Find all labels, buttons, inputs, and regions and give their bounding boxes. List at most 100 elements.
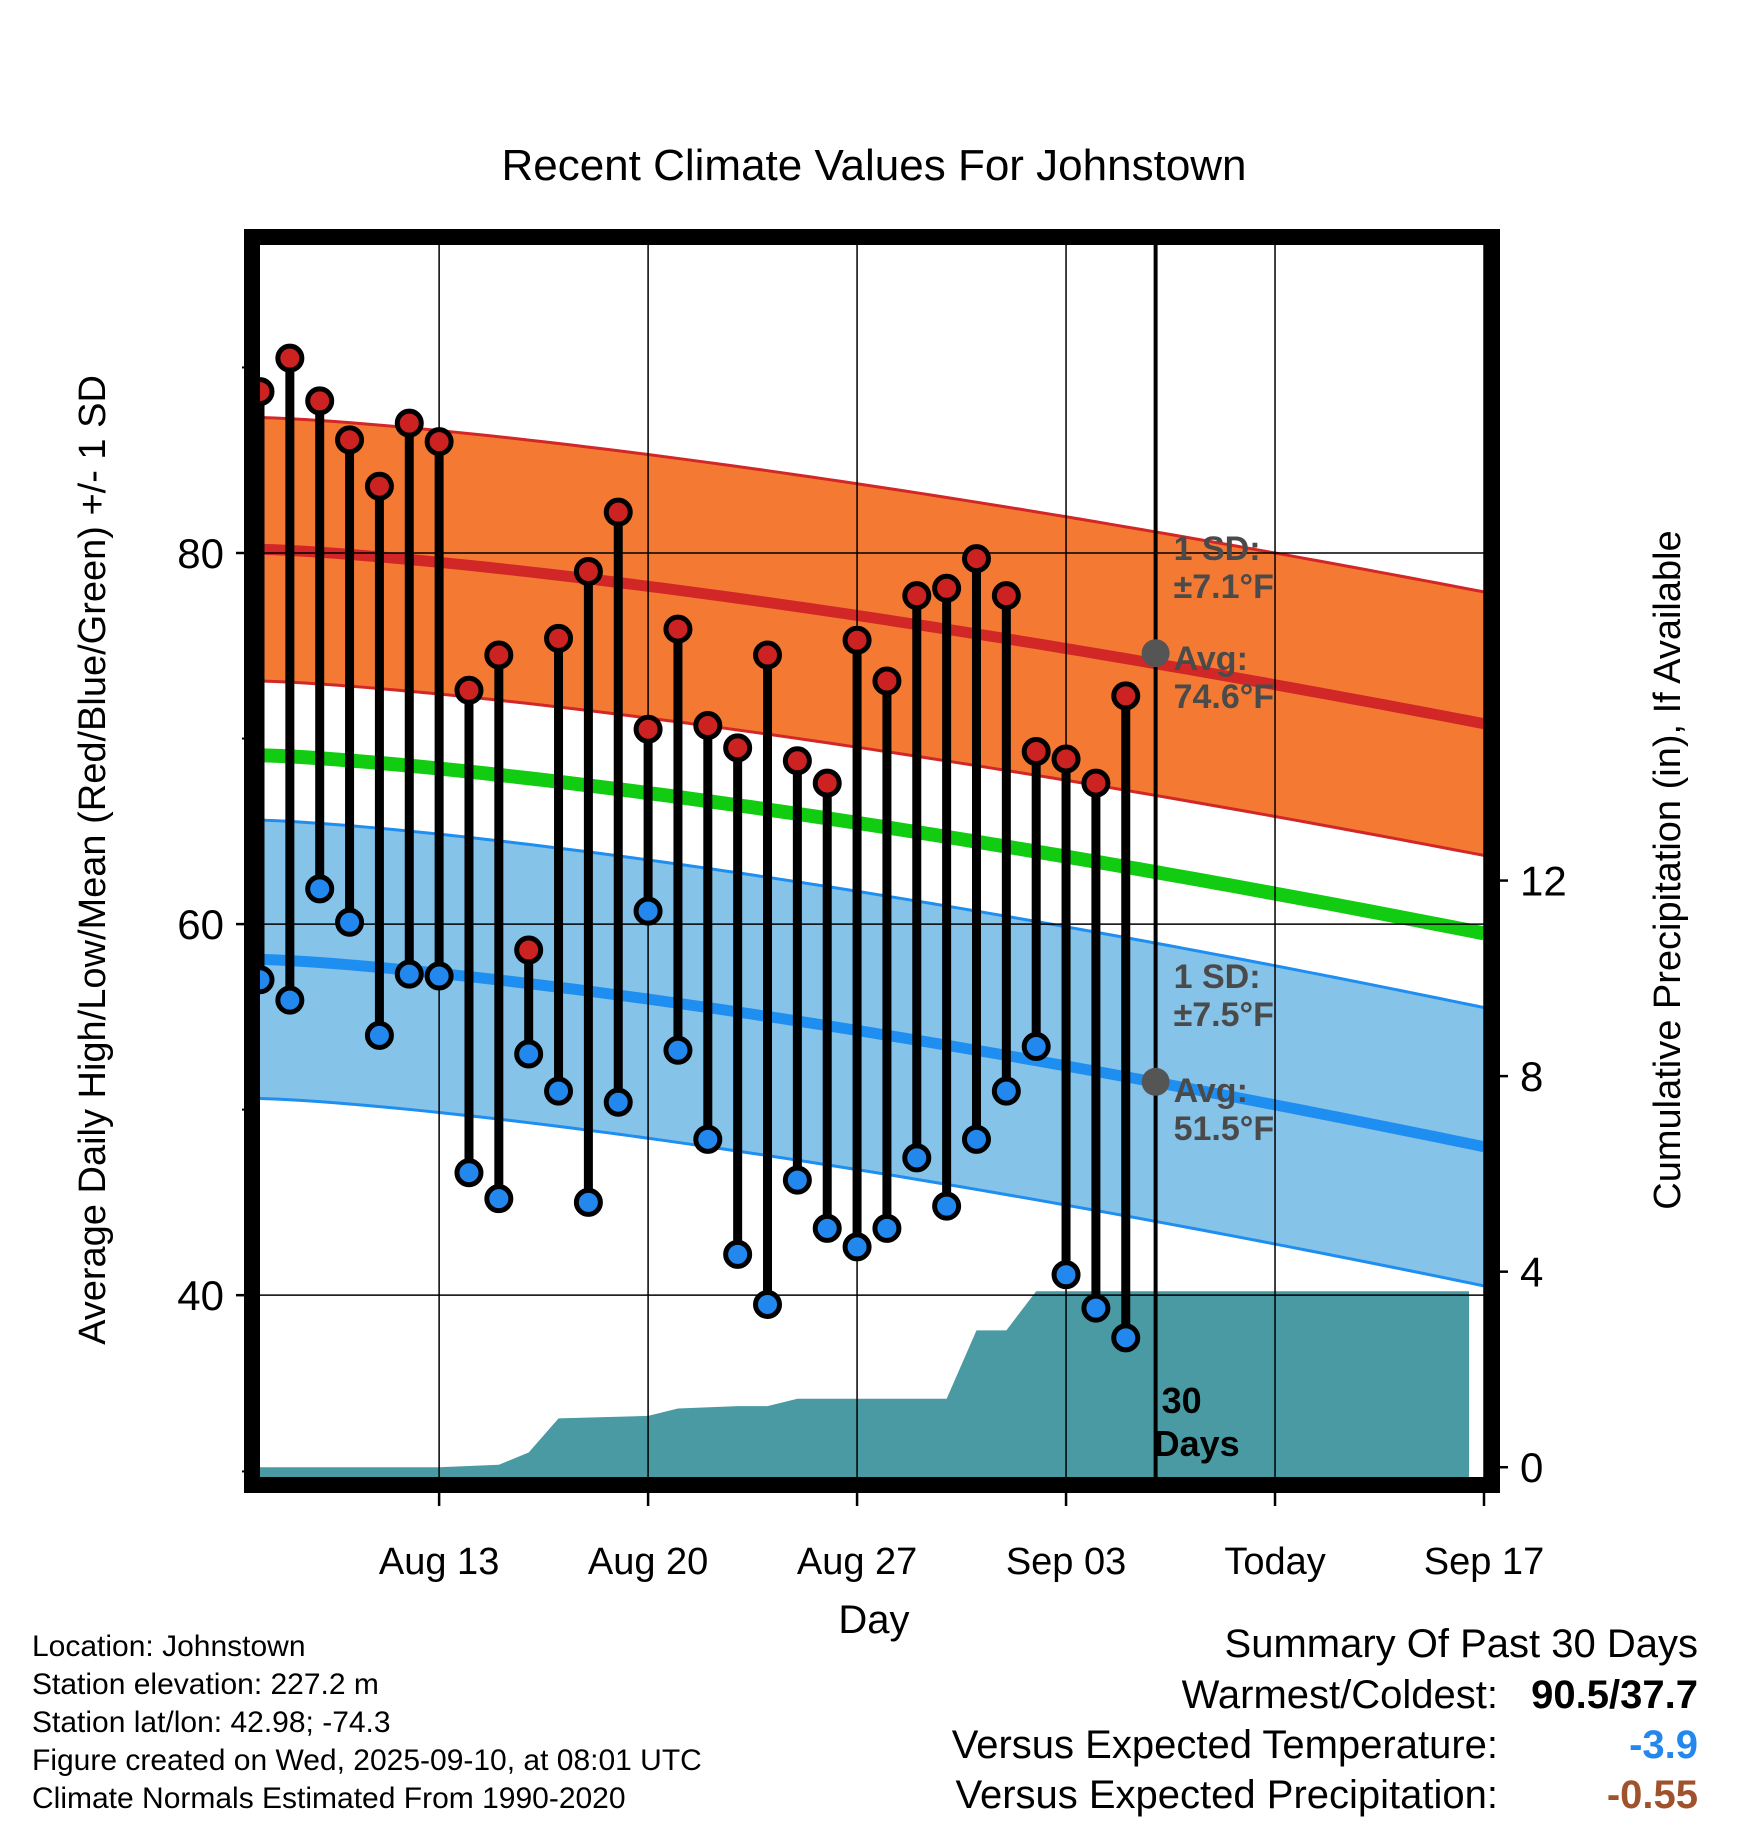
daily-low-marker: [514, 1039, 544, 1069]
daily-low-marker: [1051, 1260, 1081, 1290]
chart-title: Recent Climate Values For Johnstown: [501, 141, 1246, 190]
daily-high-marker: [275, 343, 305, 373]
temp-label: Versus Expected Temperature:: [951, 1723, 1498, 1767]
low-sd-value: ±7.5°F: [1174, 996, 1274, 1034]
daily-low-marker: [1111, 1323, 1141, 1353]
daily-high-marker: [812, 768, 842, 798]
latlon-text: Station lat/lon: 42.98; -74.3: [32, 1706, 391, 1739]
daily-high-marker: [782, 746, 812, 776]
daily-low-marker: [603, 1087, 633, 1117]
created-text: Figure created on Wed, 2025-09-10, at 08…: [32, 1744, 702, 1777]
x-tick-label: Aug 13: [379, 1541, 499, 1583]
temp-value: -3.9: [1629, 1723, 1698, 1767]
normal-high-band: [260, 417, 1484, 856]
x-tick-label: Sep 17: [1424, 1541, 1544, 1583]
elevation-text: Station elevation: 227.2 m: [32, 1668, 379, 1701]
days-label-number: 30: [1162, 1380, 1202, 1421]
high-sd-value: ±7.1°F: [1174, 568, 1274, 606]
daily-low-marker: [842, 1232, 872, 1262]
daily-high-marker: [1021, 737, 1051, 767]
daily-high-marker: [663, 614, 693, 644]
daily-low-marker: [1081, 1293, 1111, 1323]
normal-low-line: [260, 953, 1484, 1153]
daily-high-marker: [991, 581, 1021, 611]
normal-high-line: [260, 543, 1484, 730]
daily-low-marker: [902, 1143, 932, 1173]
daily-low-marker: [782, 1165, 812, 1195]
daily-high-marker: [1051, 744, 1081, 774]
daily-low-marker: [260, 965, 275, 995]
normal-mean-line: [260, 748, 1484, 941]
daily-high-marker: [961, 544, 991, 574]
daily-low-marker: [723, 1239, 753, 1269]
normals-text: Climate Normals Estimated From 1990-2020: [32, 1782, 626, 1815]
daily-low-marker: [275, 985, 305, 1015]
daily-high-marker: [424, 427, 454, 457]
high-sd-label: 1 SD:: [1174, 530, 1261, 568]
station-info: Location: Johnstown Station elevation: 2…: [32, 1628, 702, 1818]
x-tick-label: Sep 03: [1006, 1541, 1126, 1583]
warm-cold-value: 90.5/37.7: [1531, 1673, 1698, 1717]
x-tick-label: Aug 27: [797, 1541, 917, 1583]
daily-high-marker: [484, 640, 514, 670]
daily-low-marker: [454, 1158, 484, 1188]
daily-low-marker: [753, 1289, 783, 1319]
y-tick-label-left: 40: [177, 1272, 224, 1319]
daily-low-marker: [364, 1020, 394, 1050]
daily-low-marker: [335, 907, 365, 937]
daily-low-marker: [932, 1191, 962, 1221]
daily-low-marker: [693, 1124, 723, 1154]
daily-low-marker: [484, 1184, 514, 1214]
daily-high-marker: [573, 557, 603, 587]
normal-low-band: [260, 820, 1484, 1286]
daily-high-marker: [872, 666, 902, 696]
today-low-avg-marker: [1141, 1067, 1170, 1096]
daily-low-marker: [961, 1124, 991, 1154]
y-tick-label-right: 12: [1520, 858, 1567, 905]
daily-high-marker: [454, 675, 484, 705]
daily-low-marker: [872, 1213, 902, 1243]
precip-area: [260, 1291, 1470, 1477]
daily-high-marker: [932, 573, 962, 603]
warm-cold-label: Warmest/Coldest:: [1181, 1673, 1498, 1717]
x-axis-label: Day: [838, 1598, 909, 1642]
daily-low-marker: [812, 1213, 842, 1243]
daily-high-marker: [394, 408, 424, 438]
daily-low-marker: [305, 874, 335, 904]
daily-high-marker: [544, 623, 574, 653]
normal-low-band-lower-edge: [260, 1096, 1484, 1288]
daily-low-marker: [1021, 1032, 1051, 1062]
daily-high-marker: [1111, 681, 1141, 711]
high-avg-value: 74.6°F: [1174, 678, 1275, 716]
high-avg-label: Avg:: [1174, 640, 1248, 678]
y-tick-label-right: 8: [1520, 1053, 1543, 1100]
precip-label: Versus Expected Precipitation:: [955, 1773, 1498, 1817]
daily-high-marker: [633, 714, 663, 744]
daily-high-marker: [335, 425, 365, 455]
daily-high-marker: [305, 386, 335, 416]
y-tick-label-right: 4: [1520, 1249, 1543, 1296]
daily-high-marker: [603, 497, 633, 527]
y-tick-label-right: 0: [1520, 1444, 1543, 1491]
daily-low-marker: [663, 1035, 693, 1065]
daily-low-marker: [573, 1187, 603, 1217]
daily-low-marker: [633, 896, 663, 926]
y-tick-label-left: 60: [177, 901, 224, 948]
summary-title: Summary Of Past 30 Days: [1224, 1622, 1698, 1666]
today-high-avg-marker: [1141, 639, 1170, 668]
daily-high-marker: [364, 471, 394, 501]
daily-high-marker: [260, 377, 275, 407]
y-axis-label-right: Cumulative Precipitation (in), If Availa…: [1647, 530, 1689, 1209]
daily-high-marker: [902, 581, 932, 611]
plot-content: [260, 245, 1484, 1477]
low-avg-value: 51.5°F: [1174, 1110, 1275, 1148]
daily-low-marker: [544, 1076, 574, 1106]
x-tick-label: Aug 20: [588, 1541, 708, 1583]
summary-temp: Versus Expected Temperature: -3.9: [952, 1723, 1698, 1768]
daily-high-marker: [753, 640, 783, 670]
y-tick-label-left: 80: [177, 530, 224, 577]
low-sd-label: 1 SD:: [1174, 958, 1261, 996]
summary-precip: Versus Expected Precipitation: -0.55: [955, 1773, 1698, 1818]
normal-high-band-upper-edge: [260, 416, 1484, 594]
